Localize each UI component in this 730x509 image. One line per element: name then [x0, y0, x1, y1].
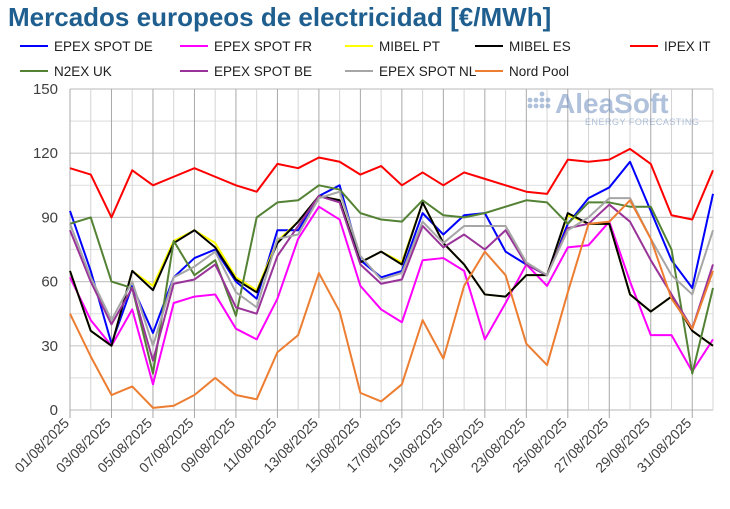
series-line-ipex-it [69, 147, 714, 221]
legend-label: Nord Pool [509, 64, 569, 79]
logo-dot [533, 103, 539, 109]
legend-label: EPEX SPOT BE [214, 64, 312, 79]
legend-label: EPEX SPOT DE [54, 39, 153, 54]
legend-label: MIBEL ES [509, 39, 571, 54]
series-line-epex-spot-nl [69, 190, 714, 347]
logo-name: AleaSoft [555, 88, 669, 119]
logo-dot [527, 103, 533, 109]
series-line-nord-pool [69, 199, 714, 409]
logo-dot [545, 103, 551, 109]
series-line-mibel-es [69, 195, 714, 347]
logo-dot [539, 103, 545, 109]
y-tick-label: 0 [50, 402, 58, 419]
legend-label: EPEX SPOT FR [214, 39, 312, 54]
legend-label: N2EX UK [54, 64, 112, 79]
y-tick-label: 120 [33, 145, 58, 162]
legend-label: EPEX SPOT NL [379, 64, 477, 79]
series-line-epex-spot-fr [69, 205, 714, 386]
chart-title: Mercados europeos de electricidad [€/MWh… [8, 2, 552, 32]
y-tick-label: 150 [33, 81, 58, 98]
logo-dot [527, 97, 533, 103]
y-tick-label: 30 [41, 338, 58, 355]
legend-label: MIBEL PT [379, 39, 440, 54]
y-tick-label: 90 [41, 209, 58, 226]
logo-dot [545, 97, 551, 103]
series-line-epex-spot-be [69, 195, 714, 362]
series-line-mibel-pt [69, 195, 714, 347]
logo-dot [533, 97, 539, 103]
logo-dot [539, 91, 545, 97]
series-line-epex-spot-de [69, 160, 714, 345]
logo-tagline: ENERGY FORECASTING [585, 117, 699, 127]
legend-label: IPEX IT [664, 39, 711, 54]
logo-dot [539, 97, 545, 103]
y-tick-label: 60 [41, 274, 58, 291]
